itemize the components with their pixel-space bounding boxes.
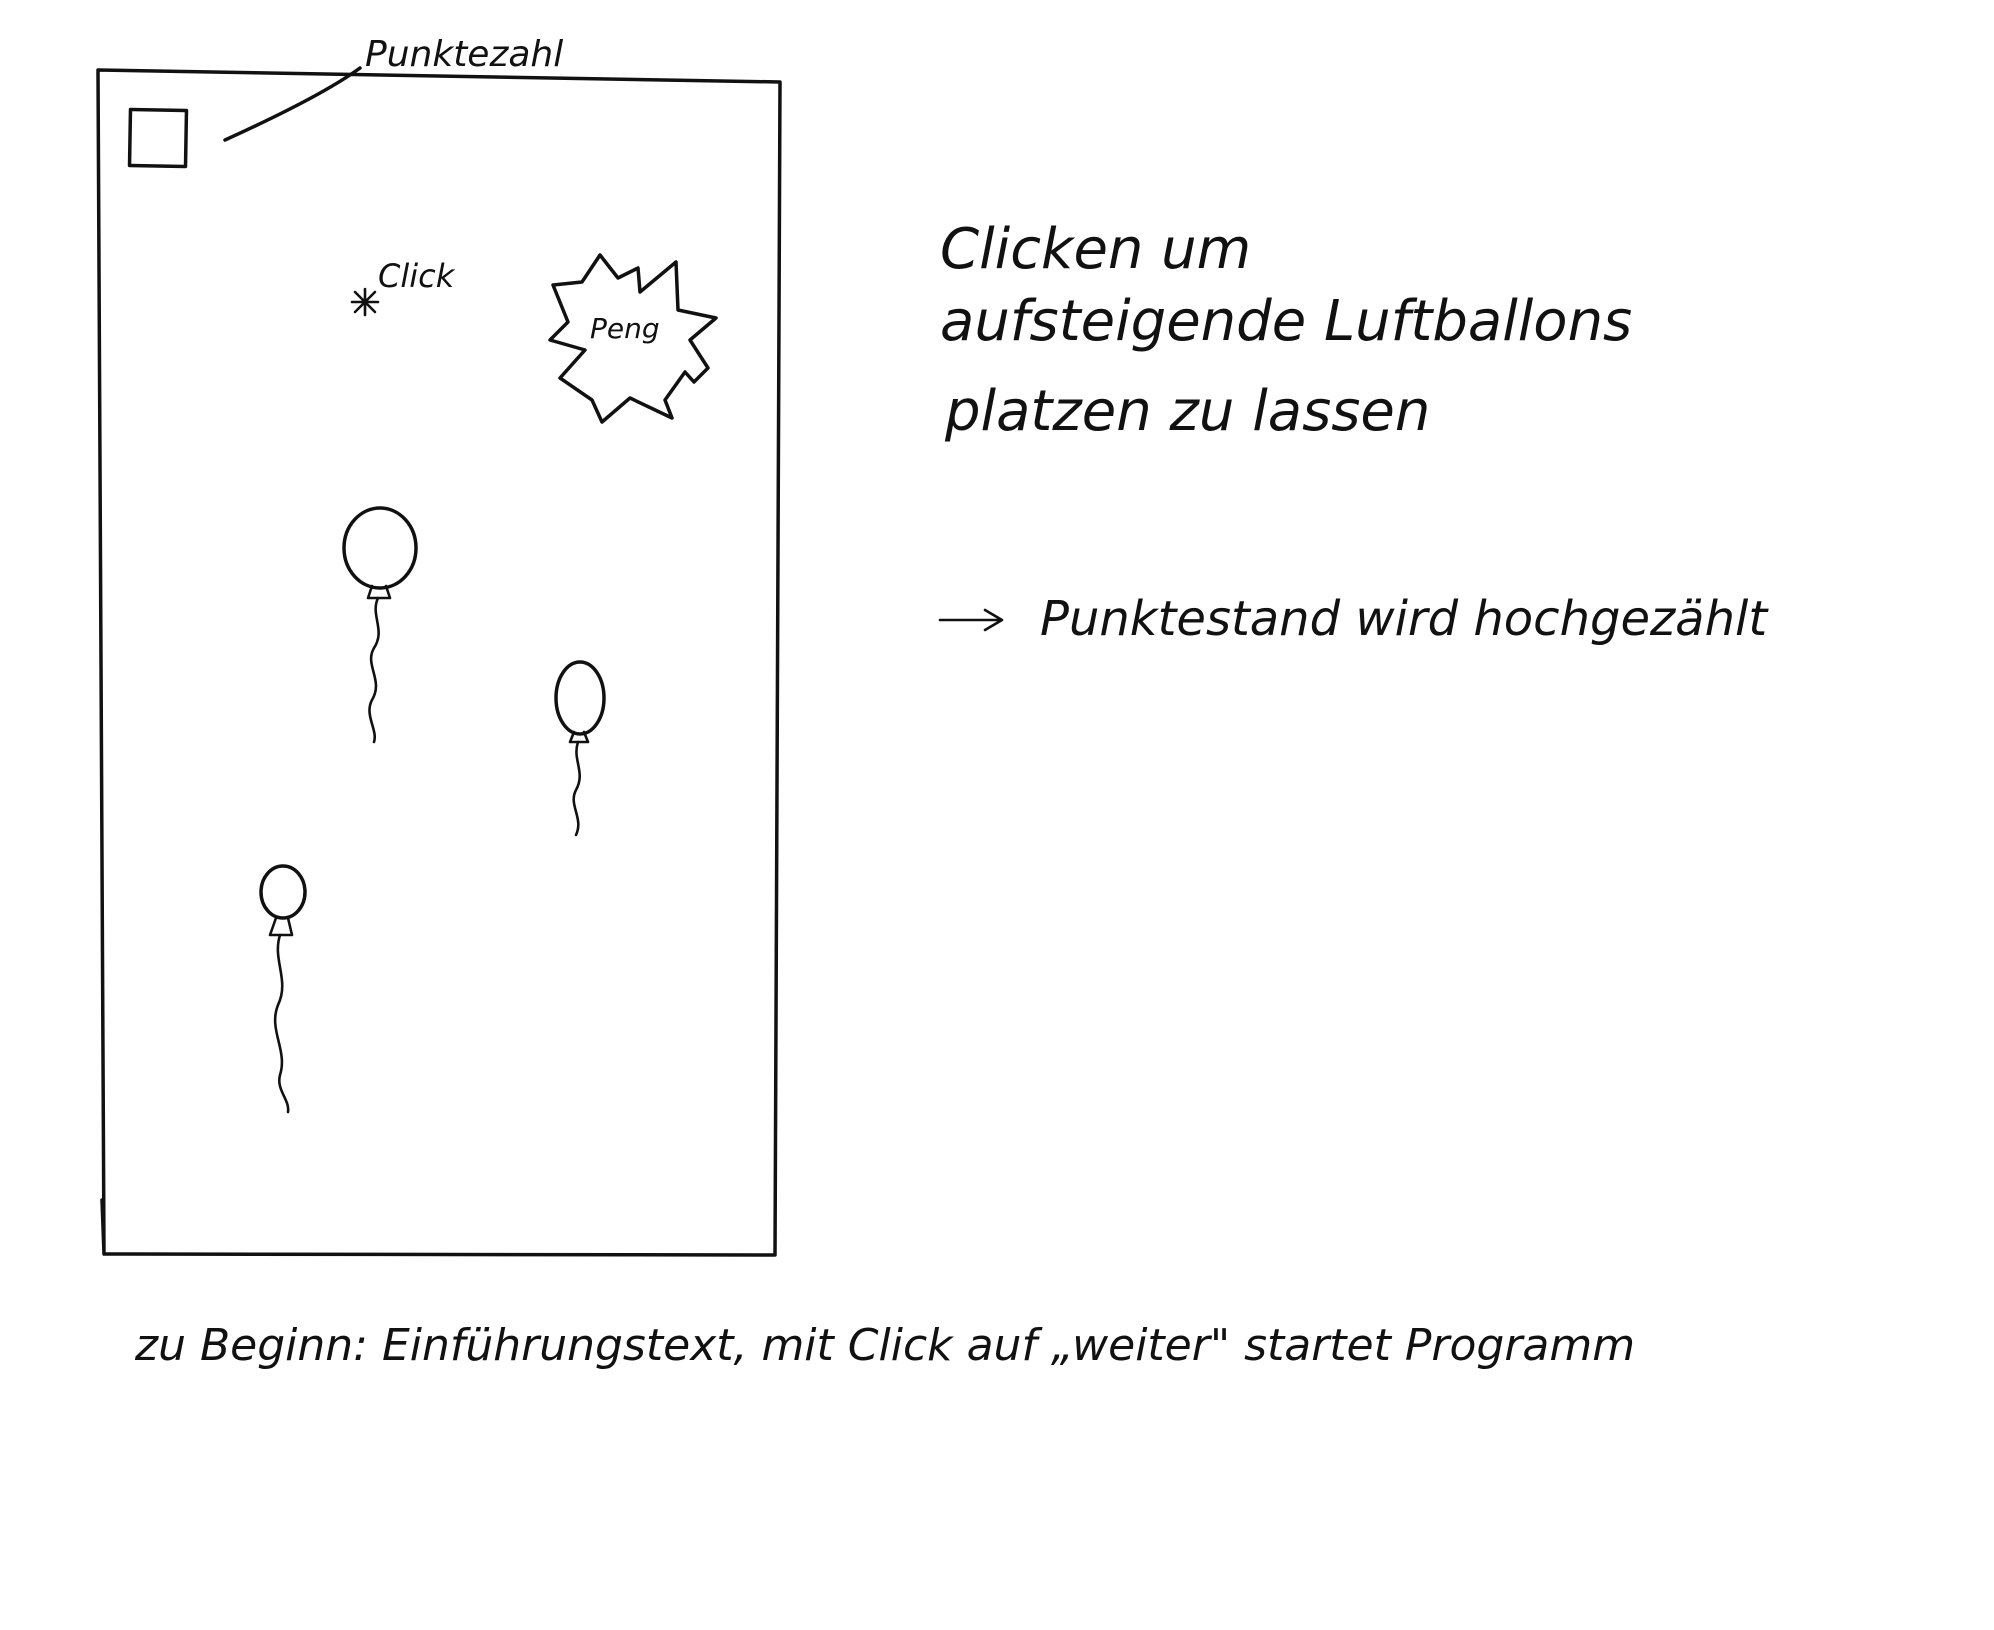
star-icon — [350, 287, 380, 317]
score-leader-line — [223, 66, 362, 142]
score-box — [127, 107, 189, 169]
intro-note: zu Beginn: Einführungstext, mit Click au… — [134, 1320, 1635, 1371]
score-note: Punktestand wird hochgezählt — [1040, 591, 1769, 647]
arrow-right-icon — [938, 608, 1004, 632]
score-label: Punktezahl — [365, 34, 563, 75]
instruction-line-2: aufsteigende Luftballons — [940, 289, 1632, 354]
game-screen-frame — [96, 68, 782, 1257]
balloon-icon — [342, 506, 418, 744]
balloon-icon — [259, 864, 307, 1114]
balloon-icon — [554, 660, 606, 837]
burst-label: Peng — [590, 312, 660, 345]
click-label: Click — [378, 257, 456, 295]
explosion-icon — [548, 253, 718, 424]
instruction-line-1: Clicken um — [940, 217, 1251, 282]
instruction-line-3: platzen zu lassen — [944, 379, 1430, 444]
